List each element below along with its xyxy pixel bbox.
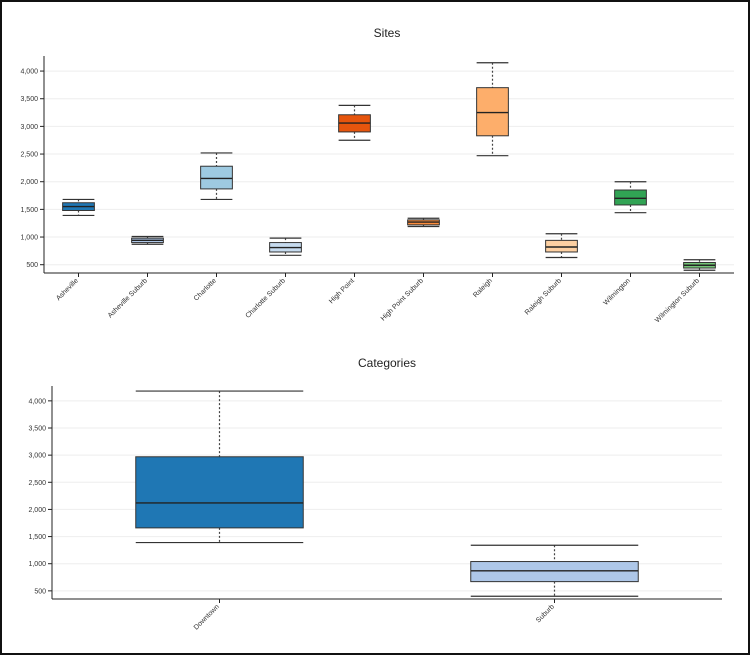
y-tick-label: 3,000	[28, 453, 46, 460]
x-tick-label-high-point: High Point	[328, 277, 356, 305]
y-tick-label: 1,500	[20, 207, 38, 214]
y-tick-label: 3,500	[20, 96, 38, 103]
y-tick-label: 1,000	[20, 235, 38, 242]
y-tick-label: 4,000	[28, 398, 46, 405]
y-tick-label: 3,000	[20, 124, 38, 131]
chart-title: Categories	[358, 356, 416, 370]
y-tick-label: 2,500	[20, 152, 38, 159]
x-tick-label-high-point-suburb: High Point Suburb	[380, 277, 425, 322]
x-tick-label-charlotte: Charlotte	[193, 277, 218, 302]
x-tick-label-raleigh-suburb: Raleigh Suburb	[524, 277, 563, 316]
x-tick-label-raleigh: Raleigh	[472, 277, 494, 299]
chart-title: Sites	[374, 26, 401, 40]
x-tick-label-suburb: Suburb	[535, 603, 556, 624]
box-raleigh	[477, 88, 509, 136]
box-downtown	[136, 457, 304, 528]
box-wilmington	[615, 190, 647, 205]
y-tick-label: 4,000	[20, 69, 38, 76]
sites-chart: Sites 500 1,000 1,500 2,000 2,500 3,000 3,500 4,…	[20, 26, 734, 324]
categories-chart: Categories 500 1,000 1,500 2,000 2,500 3,000 3,…	[28, 356, 722, 632]
box-raleigh-suburb	[546, 240, 578, 252]
x-tick-label-asheville: Asheville	[55, 277, 80, 302]
box-charlotte	[201, 166, 233, 189]
x-tick-label-wilmington-suburb: Wilmington Suburb	[654, 277, 701, 324]
y-tick-label: 500	[34, 588, 46, 595]
y-tick-label: 500	[26, 262, 38, 269]
x-tick-label-downtown: Downtown	[193, 603, 221, 631]
y-tick-label: 2,000	[28, 507, 46, 514]
x-tick-label-asheville-suburb: Asheville Suburb	[107, 277, 149, 319]
x-tick-label-wilmington: Wilmington	[602, 277, 632, 307]
y-tick-label: 3,500	[28, 426, 46, 433]
box-suburb	[471, 562, 639, 582]
y-tick-label: 2,000	[20, 179, 38, 186]
y-tick-label: 1,500	[28, 534, 46, 541]
x-tick-label-charlotte-suburb: Charlotte Suburb	[245, 277, 287, 319]
y-tick-label: 2,500	[28, 480, 46, 487]
y-tick-label: 1,000	[28, 561, 46, 568]
